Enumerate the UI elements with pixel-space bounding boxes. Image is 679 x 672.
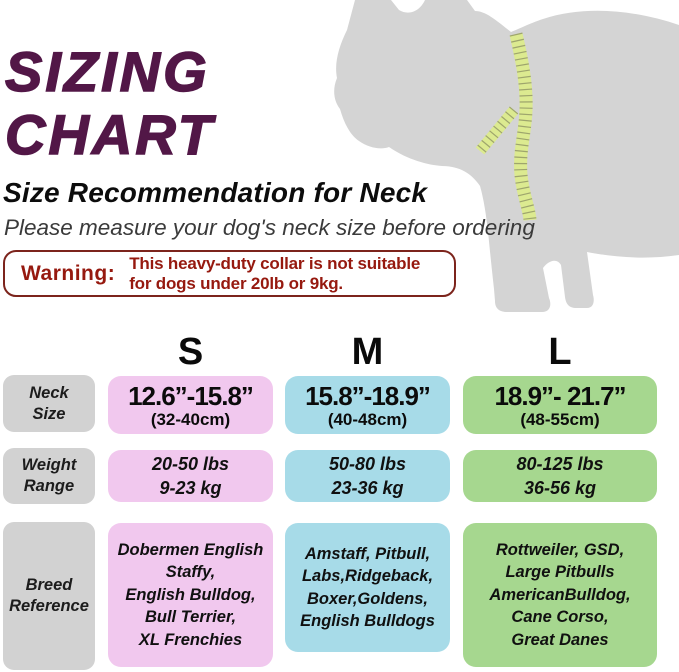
weight-lbs-l: 80-125 lbs	[516, 454, 604, 474]
neck-size-cell-m: 15.8”-18.9” (40-48cm)	[285, 376, 450, 434]
neck-size-cm-s: (32-40cm)	[150, 409, 231, 429]
warning-label: Warning:	[21, 261, 116, 285]
size-header-m: M	[351, 331, 384, 373]
size-header-s: S	[177, 331, 204, 373]
warning-box: Warning: This heavy-duty collar is not s…	[3, 250, 456, 297]
measuring-tape	[475, 32, 537, 221]
size-header-l: L	[548, 331, 572, 373]
page-title: SIZING CHART	[4, 39, 215, 167]
measuring-tape-main-ticks	[509, 32, 537, 221]
breed-reference-cell-l: Rottweiler, GSD, Large Pitbulls American…	[463, 523, 657, 667]
row-label-neck-size: Neck Size	[3, 375, 95, 432]
weight-kg-l: 36-56 kg	[523, 478, 597, 498]
row-label-breed-reference: Breed Reference	[3, 522, 95, 670]
weight-range-cell-s: 20-50 lbs 9-23 kg	[108, 450, 273, 502]
breed-list-s: Dobermen English Staffy, English Bulldog…	[117, 540, 264, 649]
weight-kg-s: 9-23 kg	[159, 478, 222, 498]
neck-size-cell-l: 18.9”- 21.7” (48-55cm)	[463, 376, 657, 434]
breed-reference-cell-m: Amstaff, Pitbull, Labs,Ridgeback, Boxer,…	[285, 523, 450, 652]
page-title-line-2: CHART	[4, 102, 215, 167]
dog-silhouette	[334, 0, 679, 312]
neck-size-cm-l: (48-55cm)	[520, 409, 600, 429]
neck-size-inches-m: 15.8”-18.9”	[305, 380, 431, 411]
neck-size-inches-s: 12.6”-15.8”	[128, 380, 254, 411]
weight-lbs-m: 50-80 lbs	[328, 454, 407, 474]
warning-message: This heavy-duty collar is not suitable f…	[129, 253, 421, 293]
breed-reference-cell-s: Dobermen English Staffy, English Bulldog…	[108, 523, 273, 667]
measuring-tape-branch-ticks	[475, 106, 519, 155]
subtitle: Size Recommendation for Neck	[3, 177, 428, 208]
neck-size-cm-m: (40-48cm)	[327, 409, 408, 429]
weight-range-cell-l: 80-125 lbs 36-56 kg	[463, 450, 657, 502]
dog-silhouette-illustration	[334, 0, 679, 312]
weight-range-cell-m: 50-80 lbs 23-36 kg	[285, 450, 450, 502]
row-label-weight-range: Weight Range	[3, 448, 95, 504]
breed-list-m: Amstaff, Pitbull, Labs,Ridgeback, Boxer,…	[300, 544, 435, 631]
neck-size-inches-l: 18.9”- 21.7”	[494, 380, 626, 411]
weight-kg-m: 23-36 kg	[331, 478, 404, 498]
breed-list-l: Rottweiler, GSD, Large Pitbulls American…	[489, 540, 631, 649]
weight-lbs-s: 20-50 lbs	[151, 454, 230, 474]
measure-note: Please measure your dog's neck size befo…	[4, 215, 535, 240]
neck-size-cell-s: 12.6”-15.8” (32-40cm)	[108, 376, 273, 434]
page-title-line-1: SIZING	[4, 39, 210, 104]
